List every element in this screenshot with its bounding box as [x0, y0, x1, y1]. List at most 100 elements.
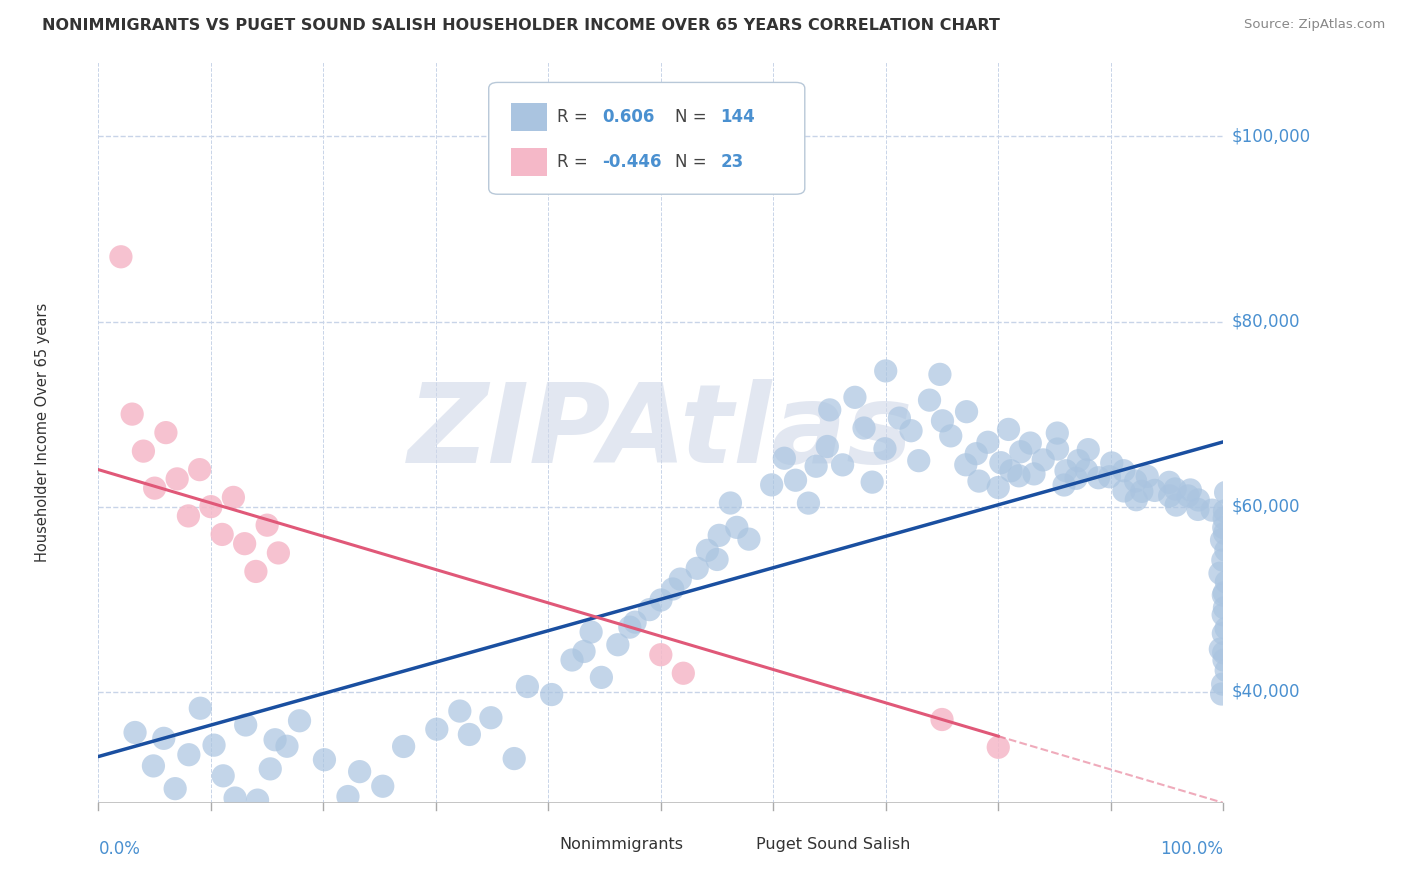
Point — [1159, 475, 1181, 490]
Point — [259, 762, 281, 776]
Point — [955, 458, 977, 472]
Point — [1209, 642, 1232, 657]
Point — [177, 747, 200, 762]
Point — [696, 543, 718, 558]
Text: R =: R = — [557, 108, 588, 127]
Point — [889, 411, 911, 425]
Point — [831, 458, 853, 472]
Point — [1212, 588, 1234, 602]
Point — [1010, 444, 1032, 458]
Point — [1215, 664, 1237, 678]
Point — [967, 474, 990, 488]
Point — [990, 456, 1012, 470]
Text: 144: 144 — [720, 108, 755, 127]
Point — [709, 528, 731, 542]
Point — [1215, 621, 1237, 635]
Point — [1213, 600, 1236, 615]
Point — [1213, 653, 1236, 667]
Point — [761, 478, 783, 492]
Point — [246, 793, 269, 807]
Point — [143, 481, 166, 495]
Point — [1125, 474, 1147, 488]
Point — [1053, 478, 1076, 492]
Text: -0.446: -0.446 — [602, 153, 662, 170]
Point — [1201, 503, 1223, 517]
Point — [1177, 489, 1199, 503]
Point — [672, 666, 695, 681]
Point — [1211, 687, 1233, 701]
Point — [907, 453, 929, 467]
Point — [1213, 504, 1236, 518]
Point — [738, 532, 761, 546]
Point — [785, 473, 807, 487]
Point — [288, 714, 311, 728]
Point — [875, 364, 897, 378]
Point — [1130, 484, 1153, 499]
Point — [1215, 485, 1237, 500]
Point — [797, 496, 820, 510]
Point — [900, 424, 922, 438]
Point — [1112, 483, 1135, 498]
Point — [235, 718, 257, 732]
Point — [1054, 464, 1077, 478]
Point — [686, 561, 709, 575]
Point — [1215, 574, 1237, 589]
Point — [579, 625, 602, 640]
Point — [624, 615, 647, 629]
Point — [1180, 483, 1202, 497]
Point — [1213, 511, 1236, 525]
Point — [997, 422, 1019, 436]
Text: $40,000: $40,000 — [1232, 682, 1301, 701]
Point — [931, 713, 953, 727]
Point — [844, 390, 866, 404]
Point — [222, 491, 245, 505]
Point — [572, 644, 595, 658]
Point — [458, 727, 481, 741]
Point — [516, 680, 538, 694]
Text: $60,000: $60,000 — [1232, 498, 1301, 516]
Point — [1213, 526, 1236, 541]
Point — [200, 500, 222, 514]
Point — [1046, 426, 1069, 441]
Text: 0.0%: 0.0% — [98, 840, 141, 858]
Text: N =: N = — [675, 108, 707, 127]
Point — [853, 421, 876, 435]
Point — [1212, 607, 1234, 622]
Text: N =: N = — [675, 153, 707, 170]
Point — [1164, 482, 1187, 496]
FancyBboxPatch shape — [489, 82, 804, 194]
Text: R =: R = — [557, 153, 588, 170]
Point — [121, 407, 143, 421]
Bar — [711, 830, 748, 858]
Point — [1166, 498, 1188, 512]
Point — [591, 670, 613, 684]
Point — [132, 444, 155, 458]
Text: Puget Sound Salish: Puget Sound Salish — [756, 837, 911, 852]
Point — [725, 520, 748, 534]
Point — [349, 764, 371, 779]
Point — [155, 425, 177, 440]
Point — [479, 711, 502, 725]
Point — [1077, 442, 1099, 457]
Point — [177, 508, 200, 523]
Point — [1076, 463, 1098, 477]
Text: $80,000: $80,000 — [1232, 312, 1301, 331]
Point — [264, 732, 287, 747]
Point — [276, 739, 298, 754]
Point — [142, 759, 165, 773]
Point — [929, 368, 952, 382]
Point — [1087, 471, 1109, 485]
Point — [815, 440, 838, 454]
Point — [1046, 442, 1069, 456]
Point — [211, 527, 233, 541]
Point — [110, 250, 132, 264]
Point — [1187, 502, 1209, 516]
Point — [718, 496, 741, 510]
Text: Householder Income Over 65 years: Householder Income Over 65 years — [35, 303, 49, 562]
Point — [561, 653, 583, 667]
Point — [1032, 453, 1054, 467]
Point — [166, 472, 188, 486]
Point — [165, 781, 187, 796]
Bar — [515, 830, 551, 858]
Point — [1159, 489, 1181, 503]
